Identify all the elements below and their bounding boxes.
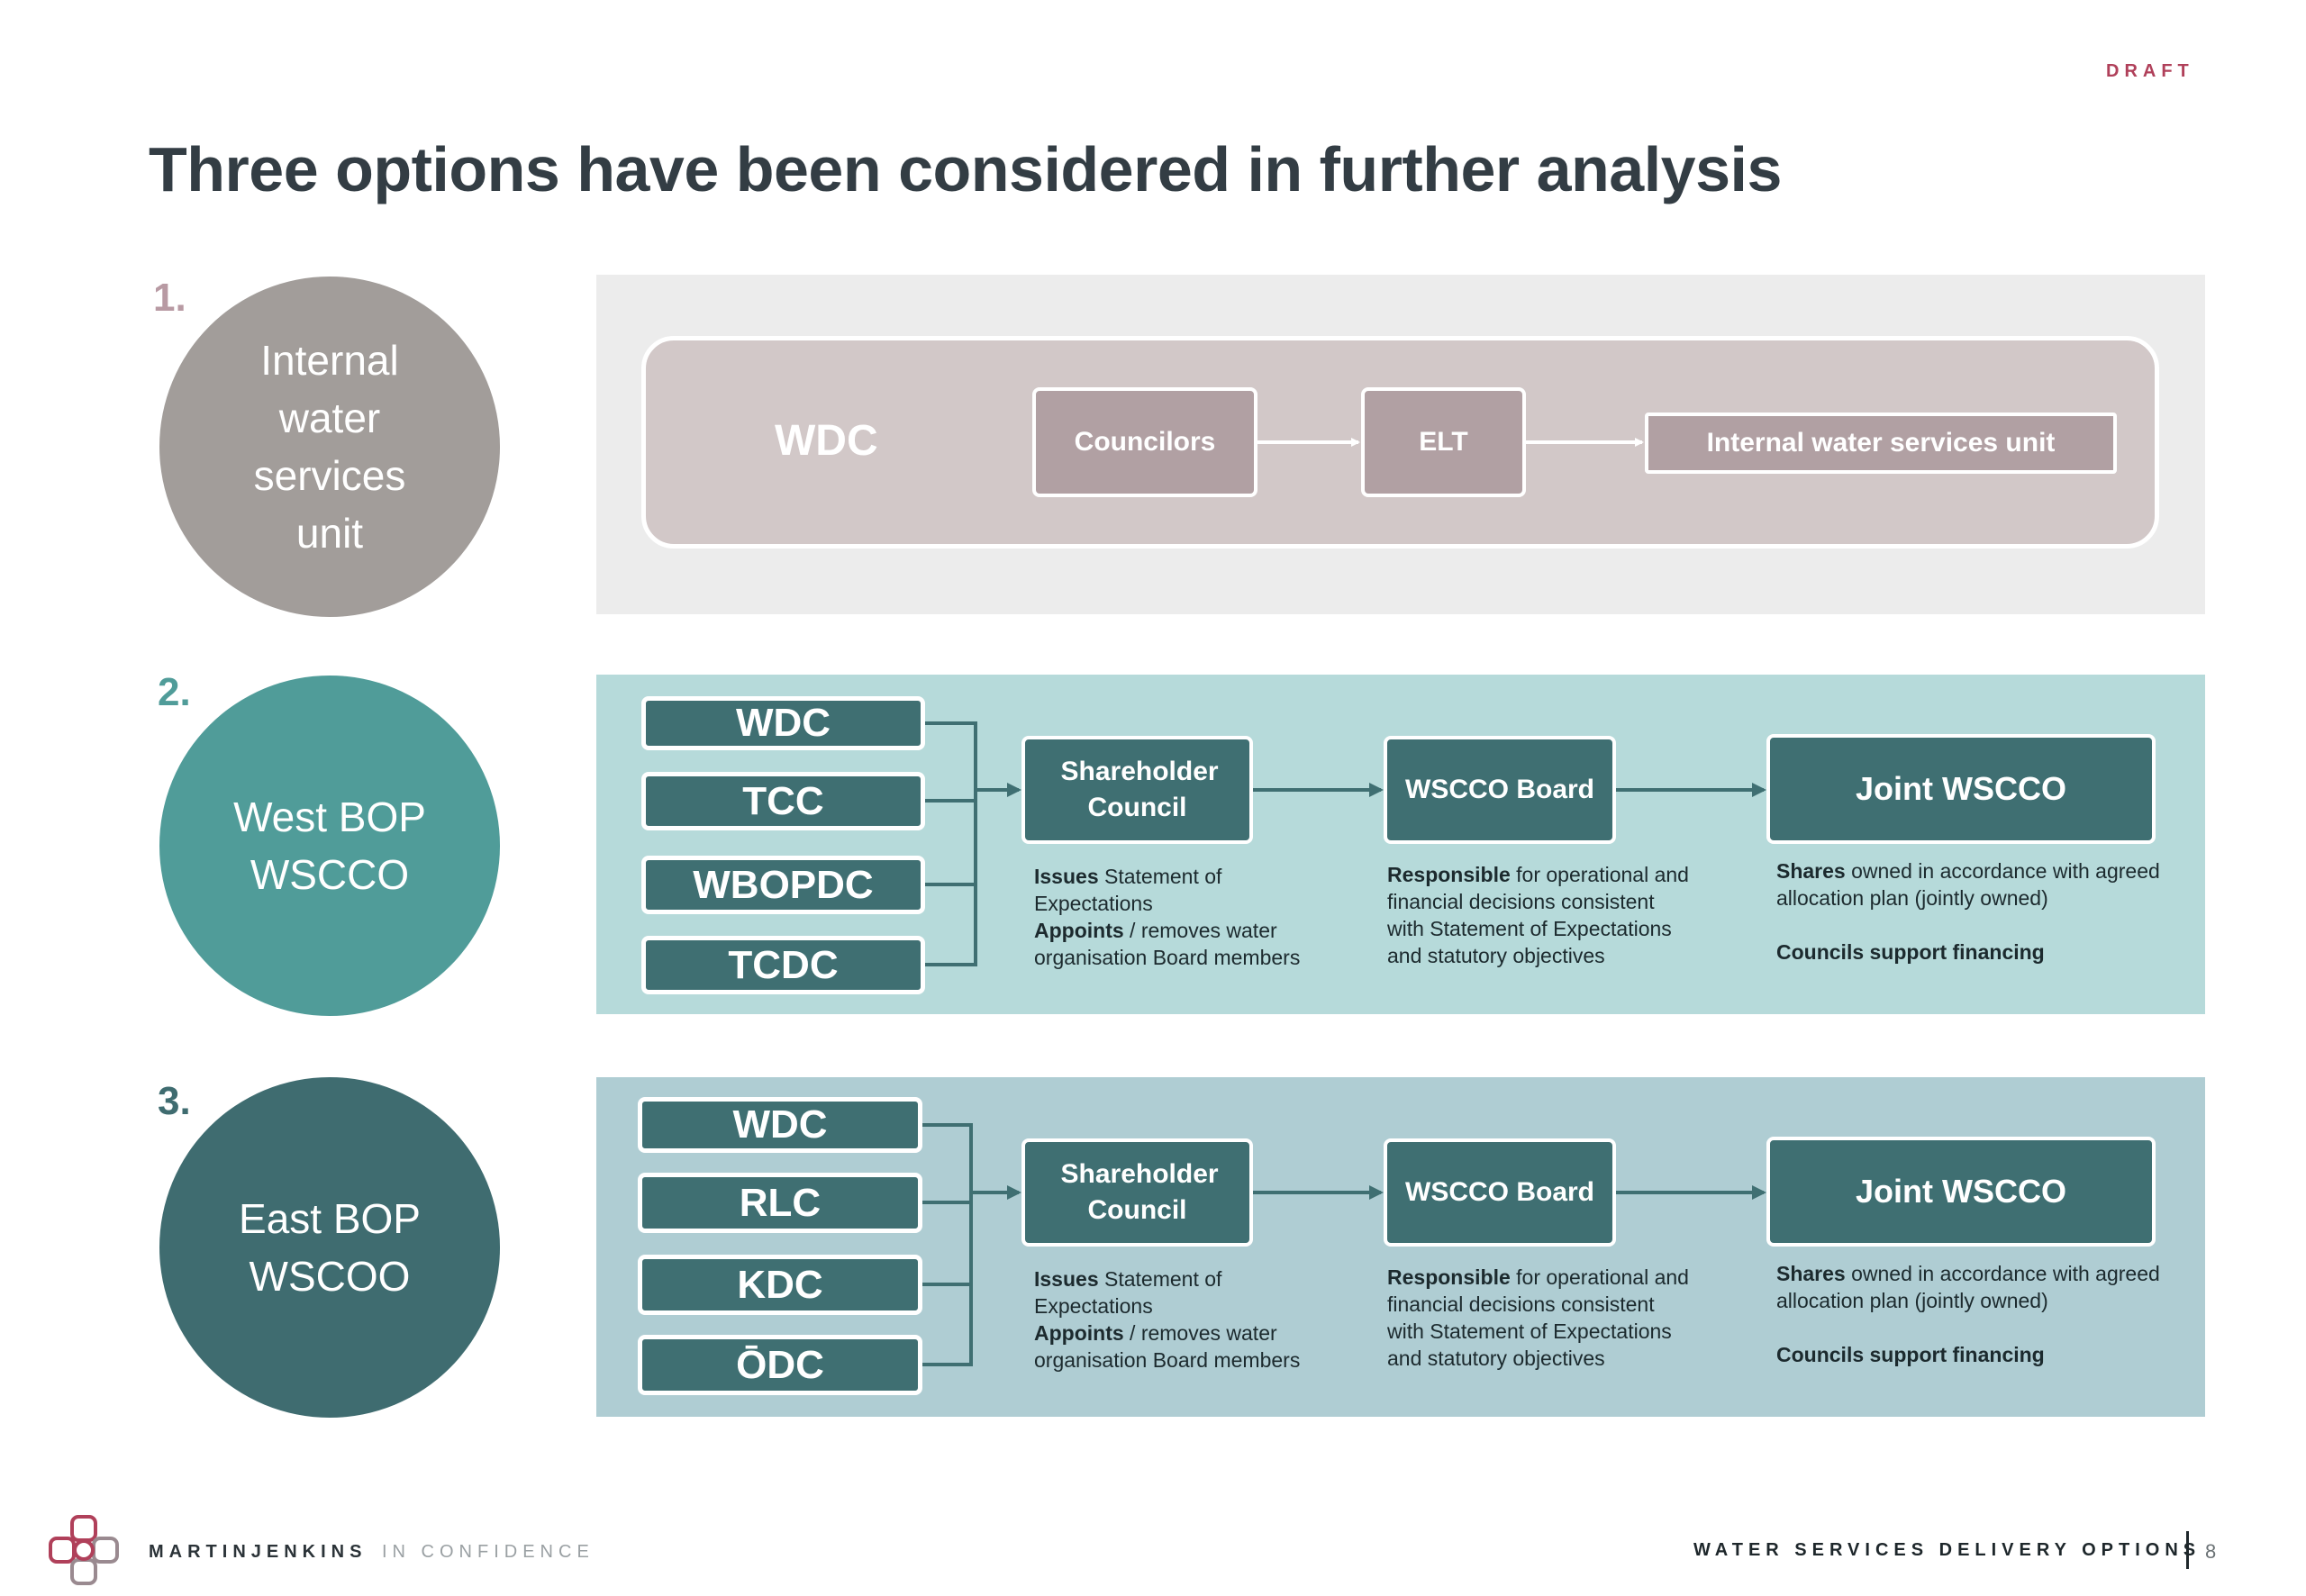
councilors-label: Councilors: [1074, 427, 1216, 457]
elt-box: ELT: [1361, 387, 1526, 497]
council-label: WDC: [732, 1102, 828, 1147]
elt-label: ELT: [1419, 427, 1468, 457]
council-box-rlc: RLC: [638, 1173, 922, 1233]
joint-description: Shares owned in accordance with agreed a…: [1776, 1260, 2164, 1368]
option-3-circle: East BOP WSCOO: [159, 1077, 500, 1418]
desc-text: / removes water organisation Board membe…: [1034, 919, 1301, 969]
bracket-connector-icon: [925, 721, 977, 966]
desc-bold: Responsible: [1387, 1265, 1511, 1289]
desc-bold: Appoints: [1034, 1321, 1124, 1345]
desc-bold: Issues: [1034, 865, 1099, 888]
option-1-number: 1.: [153, 276, 186, 320]
shareholder-description: Issues Statement of Expectations Appoint…: [1034, 863, 1304, 971]
council-label: ŌDC: [736, 1342, 824, 1387]
council-label: KDC: [737, 1262, 823, 1307]
option-2-circle-label: West BOP WSCCO: [233, 793, 426, 898]
shareholder-council-label: Shareholder Council: [1060, 757, 1219, 822]
draft-label: DRAFT: [2106, 61, 2194, 81]
council-box-wdc: WDC: [638, 1097, 922, 1153]
council-label: TCC: [742, 778, 824, 823]
board-description: Responsible for operational and financia…: [1387, 861, 1693, 969]
joint-wscco-label: Joint WSCCO: [1856, 770, 2066, 807]
council-box-odc: ŌDC: [638, 1335, 922, 1395]
internal-unit-box: Internal water services unit: [1645, 413, 2117, 474]
council-box-wdc: WDC: [641, 696, 925, 750]
council-label: TCDC: [728, 942, 839, 987]
councilors-box: Councilors: [1032, 387, 1257, 497]
shareholder-council-box: Shareholder Council: [1021, 736, 1253, 844]
joint-wscco-box: Joint WSCCO: [1766, 1137, 2156, 1247]
wscco-board-label: WSCCO Board: [1405, 1177, 1594, 1207]
shareholder-description: Issues Statement of Expectations Appoint…: [1034, 1265, 1304, 1374]
council-box-tcdc: TCDC: [641, 936, 925, 994]
page-title: Three options have been considered in fu…: [149, 134, 1782, 204]
shareholder-council-label: Shareholder Council: [1060, 1159, 1219, 1225]
desc-text: owned in accordance with agreed allocati…: [1776, 859, 2160, 910]
option-3-circle-label: East BOP WSCOO: [239, 1195, 421, 1300]
council-box-wbopdc: WBOPDC: [641, 856, 925, 914]
joint-description: Shares owned in accordance with agreed a…: [1776, 857, 2164, 966]
martinjenkins-logo-icon: [49, 1515, 119, 1585]
desc-text: Statement of Expectations: [1034, 865, 1222, 915]
desc-text: for operational and financial decisions …: [1387, 1265, 1689, 1370]
desc-bold: Responsible: [1387, 863, 1511, 886]
bracket-connector-icon: [922, 1123, 973, 1366]
desc-bold: Appoints: [1034, 919, 1124, 942]
desc-bold: Councils support financing: [1776, 940, 2045, 964]
option-2-number: 2.: [158, 670, 191, 714]
joint-wscco-box: Joint WSCCO: [1766, 734, 2156, 844]
shareholder-council-box: Shareholder Council: [1021, 1138, 1253, 1247]
desc-bold: Councils support financing: [1776, 1343, 2045, 1366]
council-box-kdc: KDC: [638, 1255, 922, 1315]
joint-wscco-label: Joint WSCCO: [1856, 1173, 2066, 1210]
option-1-org-label: WDC: [775, 417, 878, 465]
footer-brand: MARTINJENKINS: [149, 1542, 368, 1562]
footer-confidentiality: IN CONFIDENCE: [382, 1542, 595, 1562]
footer-separator: [2186, 1531, 2189, 1569]
desc-text: / removes water organisation Board membe…: [1034, 1321, 1301, 1372]
wscco-board-box: WSCCO Board: [1384, 1138, 1616, 1247]
board-description: Responsible for operational and financia…: [1387, 1264, 1693, 1372]
council-label: WBOPDC: [693, 862, 874, 907]
council-label: WDC: [735, 701, 831, 745]
desc-bold: Shares: [1776, 859, 1846, 883]
option-1-circle-label: Internal water services unit: [253, 337, 406, 557]
option-1-circle: Internal water services unit: [159, 277, 500, 617]
desc-text: Statement of Expectations: [1034, 1267, 1222, 1318]
page-number: 8: [2205, 1540, 2217, 1563]
option-2-circle: West BOP WSCCO: [159, 676, 500, 1016]
internal-unit-label: Internal water services unit: [1706, 428, 2056, 458]
council-box-tcc: TCC: [641, 772, 925, 830]
desc-text: for operational and financial decisions …: [1387, 863, 1689, 967]
footer-document-title: WATER SERVICES DELIVERY OPTIONS: [1693, 1540, 2202, 1560]
option-3-number: 3.: [158, 1079, 191, 1123]
wscco-board-box: WSCCO Board: [1384, 736, 1616, 844]
council-label: RLC: [739, 1180, 822, 1225]
desc-bold: Shares: [1776, 1262, 1846, 1285]
desc-bold: Issues: [1034, 1267, 1099, 1291]
desc-text: owned in accordance with agreed allocati…: [1776, 1262, 2160, 1312]
wscco-board-label: WSCCO Board: [1405, 775, 1594, 804]
